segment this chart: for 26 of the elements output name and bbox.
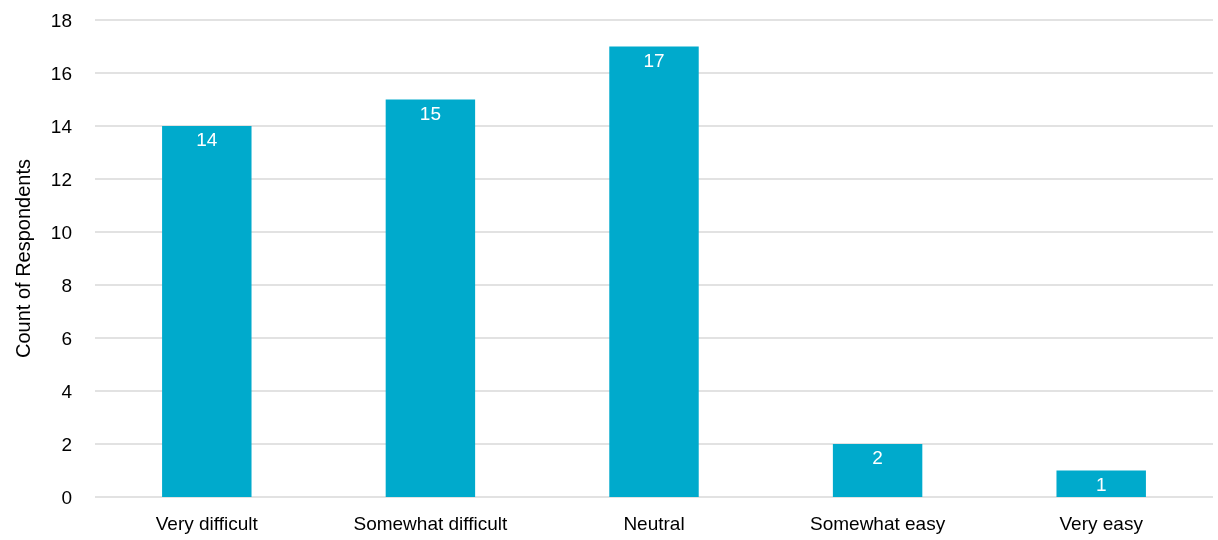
y-axis-title: Count of Respondents [12, 158, 34, 359]
y-tick-label: 12 [50, 168, 72, 190]
bar [832, 444, 923, 497]
x-tick-label: Very easy [1059, 513, 1144, 534]
bar [1056, 470, 1146, 497]
y-tick-label: 10 [50, 221, 72, 243]
bar [385, 99, 476, 497]
x-tick-label: Very difficult [155, 513, 259, 534]
y-tick-label: 2 [61, 433, 72, 455]
x-tick-label: Neutral [623, 513, 685, 534]
data-label: 1 [1095, 473, 1107, 495]
data-label: 2 [872, 447, 883, 468]
x-tick-label: Somewhat easy [810, 513, 946, 534]
y-tick-label: 14 [50, 115, 73, 137]
y-tick-label: 4 [61, 380, 73, 402]
y-tick-label: 0 [61, 486, 72, 508]
y-tick-label: 8 [61, 274, 72, 296]
data-label: 17 [643, 49, 665, 71]
bar [609, 46, 699, 497]
data-label: 15 [419, 102, 441, 124]
data-label: 14 [196, 129, 218, 150]
bar [162, 126, 252, 497]
y-tick-label: 16 [50, 62, 72, 84]
y-tick-label: 6 [61, 327, 72, 349]
y-tick-label: 18 [50, 9, 72, 31]
x-tick-label: Somewhat difficult [353, 513, 509, 534]
